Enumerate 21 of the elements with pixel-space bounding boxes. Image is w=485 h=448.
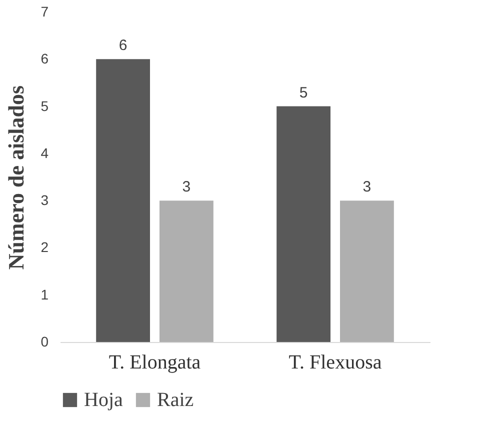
y-axis-title: Número de aislados — [4, 84, 29, 270]
y-tick-label: 3 — [40, 192, 49, 208]
y-tick-label: 6 — [40, 50, 49, 67]
legend-label: Hoja — [84, 389, 123, 411]
x-tick-label: T. Flexuosa — [288, 352, 382, 374]
data-label: 5 — [299, 84, 308, 102]
y-tick-label: 5 — [40, 98, 49, 114]
legend-label: Raiz — [157, 389, 194, 411]
x-tick-label: T. Elongata — [108, 352, 201, 374]
y-tick-label: 1 — [40, 286, 49, 302]
bar — [160, 200, 214, 342]
y-tick-label: 4 — [40, 144, 49, 161]
bar — [276, 106, 330, 342]
bar — [96, 59, 150, 342]
y-tick-label: 2 — [40, 239, 49, 256]
data-label: 3 — [362, 178, 372, 196]
bar — [340, 200, 394, 342]
data-label: 3 — [182, 178, 191, 196]
y-tick-label: 0 — [40, 334, 49, 350]
y-tick-label: 7 — [40, 4, 49, 20]
data-label: 6 — [118, 37, 128, 54]
